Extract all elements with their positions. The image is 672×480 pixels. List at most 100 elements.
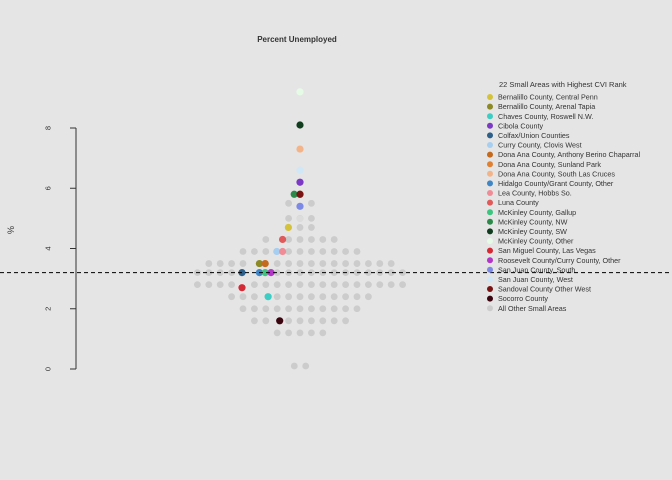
legend-label: McKinley County, Gallup [498,208,576,217]
data-point-other [205,281,213,289]
legend-swatch [487,247,493,254]
data-point-other [290,362,298,370]
data-point-other [205,260,213,267]
chart-title: Percent Unemployed [257,35,337,44]
data-point-other [319,248,327,255]
data-point-other [302,362,310,370]
data-point-other [273,281,281,289]
data-point-other [330,248,338,255]
legend-label: Bernalillo County, Arenal Tapia [498,102,595,111]
legend-swatch [487,209,493,216]
data-point-other [239,293,247,301]
data-point-other [285,281,292,289]
data-point-other [319,281,327,289]
data-point-other [296,329,304,337]
legend-label: Bernalillo County, Central Penn [498,93,598,102]
data-point-other [319,260,327,267]
legend-swatch [487,238,493,244]
legend-label: Dona Ana County, Anthony Berino Chaparra… [498,150,641,159]
data-point-other [216,260,224,267]
data-point-other [387,281,395,289]
legend-label: Chaves County, Roswell N.W. [498,112,593,121]
data-point-other [285,317,292,325]
legend-label: McKinley County, SW [498,227,567,236]
data-point-other [216,281,224,289]
legend-swatch [487,305,493,312]
data-point-other [342,281,349,289]
legend-swatch [487,199,493,206]
data-point-other [228,293,236,301]
data-point-other [342,248,349,255]
legend-label: Dona Ana County, Sunland Park [498,160,601,169]
y-tick-label: 8 [44,126,53,130]
data-point-other [273,293,281,301]
data-point-other [296,269,304,276]
data-point-other [285,248,292,255]
data-point-other [251,281,258,289]
data-point-other [251,293,258,301]
data-point-other [308,260,315,267]
data-point-other [308,236,315,243]
data-point [267,269,275,277]
data-point-other [273,260,281,267]
data-point-other [365,269,372,276]
legend-swatch [487,180,493,187]
legend-label: McKinley County, Other [498,237,574,246]
data-point [261,269,269,277]
data-point-other [296,305,304,313]
legend-label: Sandoval County Other West [498,285,591,294]
data-point-other [273,305,281,313]
data-point-other [285,214,292,222]
data-point-other [228,260,236,267]
data-point-other [308,199,315,207]
data-point-other [296,260,304,267]
y-axis-label: % [6,226,16,234]
data-point-other [239,260,247,267]
data-point-other [273,329,281,337]
data-point [276,317,284,325]
data-point-other [365,281,372,289]
data-point-other [353,293,361,301]
data-point-other [342,305,349,313]
legend-swatch [487,228,493,235]
data-point-other [308,329,315,337]
legend-swatch [487,94,493,100]
data-point-other [239,248,247,255]
data-point-other [262,317,270,325]
legend-swatch [487,132,493,139]
data-point [261,259,269,268]
data-point [255,259,263,268]
legend-swatch [487,103,493,110]
legend-label: Socorro County [498,294,548,303]
data-point [238,284,246,292]
data-point-other [262,281,270,289]
data-point-other [251,317,258,325]
legend-swatch [487,295,493,302]
data-point [296,190,304,198]
legend: 22 Small Areas with Highest CVI Rank Ber… [487,80,641,313]
data-point-other [342,260,349,267]
data-point-other [296,224,304,231]
data-point-other [365,293,372,301]
data-point-other [308,281,315,289]
data-point-other [387,260,395,267]
data-point [296,88,304,96]
data-point-other [319,305,327,313]
legend-swatch [487,161,493,168]
data-point-other [308,317,315,325]
legend-swatch [487,122,493,129]
data-point-other [330,293,338,301]
data-point-other [285,199,292,207]
data-point-other [262,305,270,313]
data-point-other [365,260,372,267]
data-point-other [330,269,338,276]
data-point-other [319,317,327,325]
data-point [290,190,298,198]
legend-swatch [487,151,493,158]
legend-swatch [487,113,493,120]
legend-label: All Other Small Areas [498,304,567,313]
data-point-other [330,281,338,289]
data-point-other [308,305,315,313]
data-point-other [308,214,315,222]
